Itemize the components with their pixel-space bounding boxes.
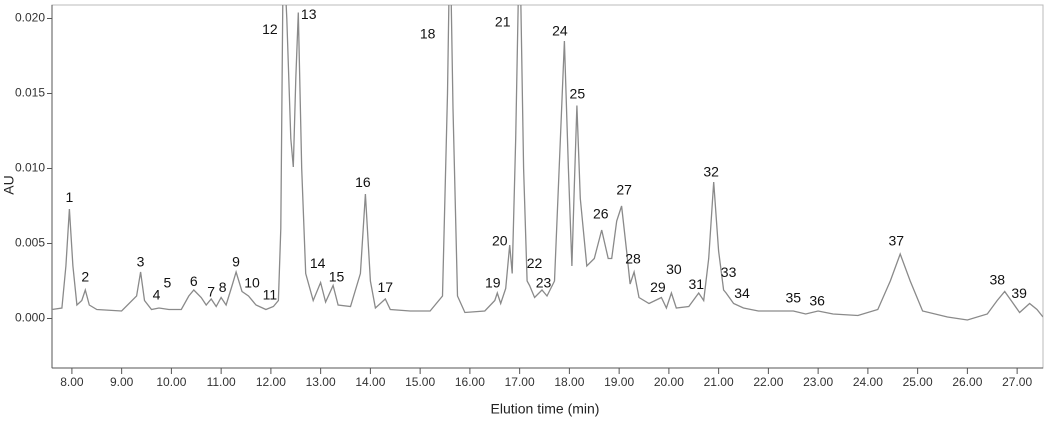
peak-label: 8 xyxy=(219,279,227,295)
peak-label: 24 xyxy=(552,23,568,39)
x-tick-label: 21.00 xyxy=(704,375,734,389)
x-tick-label: 20.00 xyxy=(654,375,684,389)
y-tick-label: 0.010 xyxy=(15,161,45,175)
y-tick-label: 0.020 xyxy=(15,11,45,25)
x-tick-label: 15.00 xyxy=(405,375,435,389)
peak-label: 35 xyxy=(785,290,801,306)
trace-line xyxy=(52,5,1043,321)
peak-label: 28 xyxy=(625,251,641,267)
peak-label: 5 xyxy=(164,275,172,291)
peak-label: 21 xyxy=(495,14,511,30)
x-tick-label: 8.00 xyxy=(60,375,84,389)
peak-label: 11 xyxy=(263,287,278,303)
peak-label: 26 xyxy=(593,206,609,222)
peak-label: 15 xyxy=(329,269,345,285)
x-axis-label: Elution time (min) xyxy=(491,401,600,417)
peak-label: 9 xyxy=(232,254,240,270)
x-tick-label: 27.00 xyxy=(1002,375,1032,389)
peak-label: 12 xyxy=(262,21,278,37)
peak-label: 39 xyxy=(1011,285,1027,301)
peak-label: 22 xyxy=(527,255,543,271)
peak-label: 10 xyxy=(244,275,260,291)
peak-label: 2 xyxy=(81,269,89,285)
peak-label: 36 xyxy=(809,293,825,309)
peak-label: 34 xyxy=(734,285,750,301)
x-tick-label: 16.00 xyxy=(455,375,485,389)
peak-label: 6 xyxy=(190,273,198,289)
peak-label: 37 xyxy=(888,233,904,249)
x-tick-label: 18.00 xyxy=(554,375,584,389)
peak-label: 38 xyxy=(989,272,1005,288)
peak-label: 3 xyxy=(137,254,145,270)
x-tick-label: 11.00 xyxy=(207,375,236,389)
plot-area xyxy=(52,5,1043,321)
peak-label: 18 xyxy=(420,26,436,42)
peak-label: 25 xyxy=(570,86,586,102)
peak-label: 23 xyxy=(536,275,552,291)
peak-label: 33 xyxy=(721,264,737,280)
x-tick-label: 17.00 xyxy=(505,375,535,389)
peak-label: 4 xyxy=(153,287,161,303)
x-tick-label: 12.00 xyxy=(256,375,286,389)
x-tick-label: 24.00 xyxy=(853,375,883,389)
x-tick-label: 9.00 xyxy=(110,375,134,389)
plot-frame xyxy=(51,4,1044,369)
peak-label: 17 xyxy=(378,279,394,295)
peak-label: 16 xyxy=(355,174,371,190)
x-tick-label: 19.00 xyxy=(604,375,634,389)
peak-label: 32 xyxy=(703,164,719,180)
peak-label: 1 xyxy=(66,189,74,205)
peak-label: 7 xyxy=(207,284,215,300)
x-tick-label: 22.00 xyxy=(753,375,783,389)
peak-label: 19 xyxy=(485,275,501,291)
peak-label: 14 xyxy=(310,255,326,271)
x-tick-label: 13.00 xyxy=(306,375,336,389)
peak-label: 29 xyxy=(650,279,666,295)
peak-label: 13 xyxy=(301,6,317,22)
x-tick-label: 25.00 xyxy=(903,375,933,389)
x-tick-label: 26.00 xyxy=(952,375,982,389)
x-tick-label: 10.00 xyxy=(156,375,186,389)
peak-label: 20 xyxy=(492,233,508,249)
x-tick-label: 23.00 xyxy=(803,375,833,389)
y-tick-label: 0.015 xyxy=(15,86,45,100)
y-tick-label: 0.000 xyxy=(15,311,45,325)
x-tick-label: 14.00 xyxy=(355,375,385,389)
peak-label: 27 xyxy=(616,182,632,198)
peak-label: 31 xyxy=(688,276,704,292)
peak-label: 30 xyxy=(666,261,682,277)
y-tick-label: 0.005 xyxy=(15,236,45,250)
y-axis-label: AU xyxy=(1,175,17,194)
